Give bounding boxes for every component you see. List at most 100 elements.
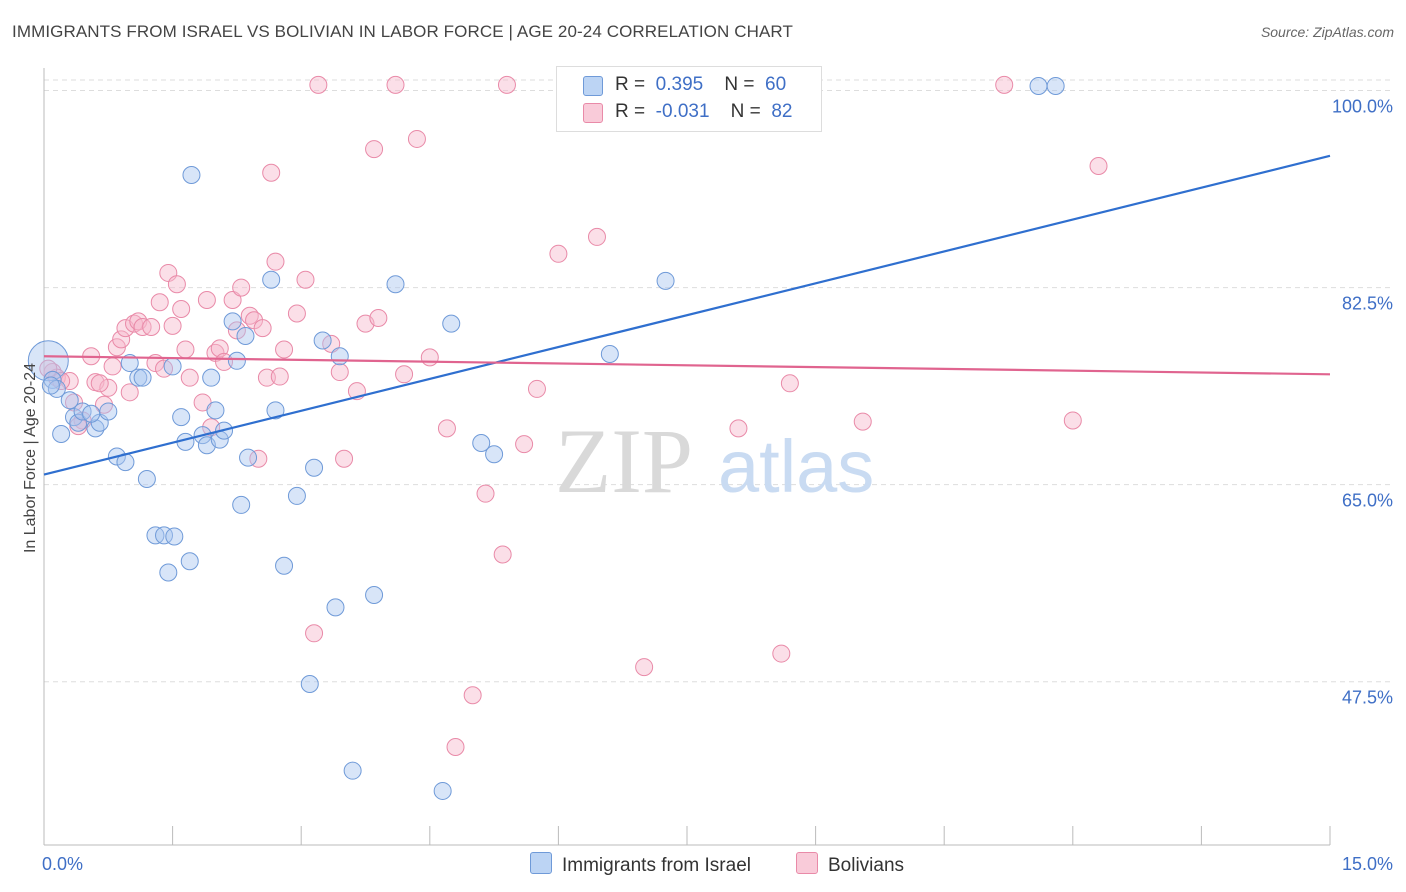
bottom-legend-bolivian: Bolivians xyxy=(796,852,904,877)
legend-n-israel: 60 xyxy=(765,74,787,95)
bolivian-points xyxy=(39,75,1108,757)
bolivian-point xyxy=(772,644,791,663)
bottom-legend-israel: Immigrants from Israel xyxy=(530,852,751,877)
israel-point xyxy=(433,781,452,800)
israel-point xyxy=(99,402,118,421)
israel-trendline xyxy=(43,154,1331,476)
israel-point xyxy=(163,357,182,376)
bolivian-point xyxy=(270,367,289,386)
bolivian-point xyxy=(1089,156,1108,175)
chart-title: IMMIGRANTS FROM ISRAEL VS BOLIVIAN IN LA… xyxy=(12,22,793,41)
bolivian-point xyxy=(497,75,516,94)
bolivian-point xyxy=(223,290,242,309)
israel-point xyxy=(82,404,101,423)
israel-point xyxy=(137,470,156,489)
legend-r-bolivian: -0.031 xyxy=(655,101,710,122)
bolivian-point xyxy=(853,412,872,431)
bolivian-point xyxy=(193,393,212,412)
israel-point xyxy=(472,433,491,452)
bolivian-point xyxy=(90,374,109,393)
israel-point xyxy=(442,314,461,333)
israel-point xyxy=(239,448,258,467)
bolivian-point xyxy=(176,340,195,359)
israel-point xyxy=(343,761,362,780)
bolivian-point xyxy=(257,368,276,387)
bolivian-point xyxy=(99,378,118,397)
israel-point xyxy=(129,368,148,387)
bolivian-point xyxy=(163,316,182,335)
grid-lines xyxy=(44,79,1394,683)
israel-point xyxy=(27,340,69,382)
y-axis-label: In Labor Force | Age 20-24 xyxy=(22,363,39,553)
bolivian-point xyxy=(275,340,294,359)
israel-point xyxy=(52,424,71,443)
bolivian-point xyxy=(365,140,384,159)
legend-swatch-israel xyxy=(583,76,603,96)
bolivian-point xyxy=(446,738,465,757)
y-tick-label: 47.5% xyxy=(1342,688,1393,708)
bolivian-point xyxy=(296,270,315,289)
israel-point xyxy=(287,486,306,505)
y-tick-label: 100.0% xyxy=(1332,97,1393,117)
israel-point xyxy=(182,165,201,184)
bottom-legend-swatch-israel xyxy=(530,852,552,874)
legend-r-label: R = xyxy=(615,101,646,122)
bolivian-point xyxy=(120,383,139,402)
bolivian-point xyxy=(407,129,426,148)
bolivian-point xyxy=(527,379,546,398)
watermark-atlas: atlas xyxy=(718,425,874,508)
bolivian-point xyxy=(142,318,161,336)
trendlines xyxy=(43,154,1331,476)
legend-r-label: R = xyxy=(615,74,646,95)
israel-point xyxy=(165,527,184,546)
bolivian-point xyxy=(493,545,512,564)
israel-point xyxy=(300,674,319,693)
bolivian-point xyxy=(103,357,122,376)
israel-point xyxy=(227,351,246,370)
israel-point xyxy=(262,270,281,289)
bolivian-point xyxy=(172,299,191,318)
y-tick-label: 82.5% xyxy=(1342,294,1393,314)
israel-point xyxy=(232,495,251,514)
bolivian-point xyxy=(197,290,216,309)
bolivian-point xyxy=(437,419,456,438)
bolivian-point xyxy=(587,227,606,246)
israel-point xyxy=(275,556,294,575)
israel-point xyxy=(485,445,504,464)
israel-point xyxy=(305,458,324,477)
israel-point xyxy=(600,345,619,364)
bolivian-point xyxy=(476,484,495,503)
israel-point xyxy=(313,331,332,350)
watermark-zip: ZIP xyxy=(555,410,693,512)
israel-point xyxy=(159,563,178,582)
bolivian-point xyxy=(369,308,388,327)
israel-point xyxy=(223,312,242,331)
legend-n-label: N = xyxy=(730,101,761,122)
tick-labels: 100.0% 82.5% 65.0% 47.5% 0.0% 15.0% xyxy=(42,97,1393,874)
bolivian-point xyxy=(395,365,414,384)
israel-point xyxy=(133,368,152,387)
bolivian-point xyxy=(729,419,748,438)
bolivian-point xyxy=(253,319,272,338)
israel-point xyxy=(60,391,79,410)
axes xyxy=(43,68,1331,846)
bolivian-point xyxy=(266,252,285,271)
watermark: ZIP atlas xyxy=(555,410,874,512)
israel-point xyxy=(47,379,66,398)
israel-point xyxy=(180,552,199,571)
bolivian-point xyxy=(549,244,568,263)
bolivian-point xyxy=(1063,411,1082,430)
israel-point xyxy=(266,401,285,420)
y-tick-label: 65.0% xyxy=(1342,491,1393,511)
bolivian-point xyxy=(780,374,799,393)
israel-point xyxy=(1046,77,1065,96)
israel-point xyxy=(330,347,349,366)
x-tick-label: 15.0% xyxy=(1342,854,1393,874)
bottom-legend-label-bolivian: Bolivians xyxy=(828,855,905,876)
israel-point xyxy=(365,586,384,605)
bolivian-trendline xyxy=(43,355,1331,376)
bolivian-point xyxy=(232,278,251,297)
legend-swatch-bolivian xyxy=(583,103,603,123)
bolivian-point xyxy=(330,363,349,382)
